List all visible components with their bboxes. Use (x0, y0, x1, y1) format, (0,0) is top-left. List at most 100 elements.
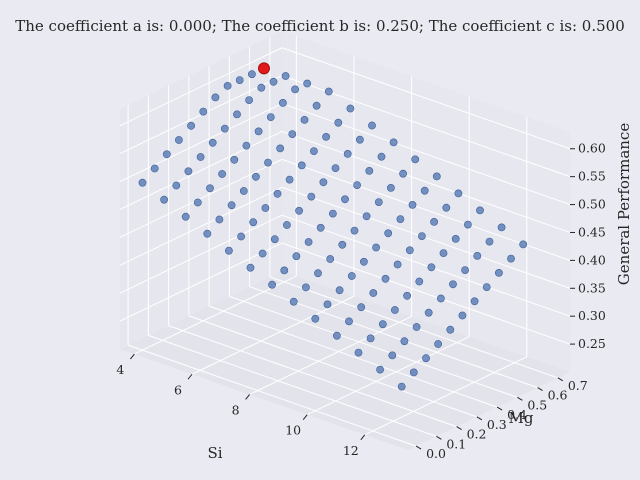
x-grid-floor (306, 336, 470, 416)
data-point (369, 289, 378, 297)
data-point (258, 249, 267, 258)
data-point (211, 93, 220, 102)
y-grid-floor (229, 295, 518, 398)
data-point (519, 240, 528, 249)
data-point (359, 257, 368, 266)
data-point (412, 323, 421, 331)
data-point (215, 215, 224, 224)
data-point (247, 70, 256, 79)
data-point (266, 113, 275, 121)
data-point (335, 286, 344, 295)
y-axis-label: Mg (509, 409, 534, 427)
data-point (482, 283, 491, 291)
data-point (295, 206, 303, 215)
data-point (291, 85, 299, 94)
data-point (346, 104, 355, 113)
data-point (314, 269, 322, 278)
data-point (289, 297, 298, 306)
data-point (384, 229, 393, 238)
highlight-point (258, 62, 270, 75)
data-point (376, 365, 384, 374)
x-grid-floor (249, 315, 412, 395)
data-point (341, 195, 349, 204)
data-point (242, 141, 251, 150)
data-point (343, 149, 352, 158)
data-point (338, 240, 347, 249)
x-tick-label: 10 (285, 423, 301, 438)
data-point (174, 136, 183, 144)
data-point (417, 232, 426, 240)
data-point (138, 178, 147, 187)
x-tick-mark (245, 394, 250, 400)
data-points (138, 62, 528, 391)
data-point (393, 260, 402, 269)
data-point (494, 268, 503, 277)
data-point (280, 266, 289, 275)
x-axis-label: Si (207, 444, 222, 462)
data-point (372, 243, 380, 252)
z-grid-back (281, 47, 571, 150)
data-point (324, 87, 333, 96)
z-tick-label: 0.35 (578, 280, 606, 295)
z-tick-label: 0.40 (578, 252, 606, 267)
data-point (261, 204, 270, 212)
data-point (354, 348, 363, 357)
data-point (476, 206, 484, 215)
data-point (235, 76, 244, 84)
y-tick-label: 0.6 (548, 388, 568, 403)
data-point (374, 198, 383, 206)
data-point (439, 249, 448, 257)
data-point (403, 291, 411, 300)
x-tick-mark (187, 373, 193, 380)
data-point (442, 203, 451, 212)
data-point (309, 147, 318, 155)
data-point (270, 235, 279, 244)
z-tick-label: 0.55 (578, 169, 606, 184)
data-point (193, 198, 202, 207)
data-point (245, 96, 253, 104)
data-point (458, 311, 467, 320)
tick-labels: 4 6 8 10 12 0.00.10.20.30.40.50.60.7 0.25 0.30 0… (116, 141, 605, 461)
data-point (434, 340, 442, 348)
data-point (268, 280, 276, 289)
data-point (430, 217, 438, 226)
data-point (199, 107, 208, 116)
z-grid-back (281, 186, 571, 289)
data-point (378, 320, 387, 329)
data-point (408, 200, 417, 209)
data-point (218, 170, 226, 178)
y-tick-mark (557, 377, 564, 382)
data-point (388, 351, 397, 360)
z-grid-left (119, 47, 283, 127)
data-point (196, 153, 205, 161)
z-axis-label: General Performance (615, 123, 633, 286)
y-grid-floor (188, 315, 478, 418)
data-point (350, 226, 359, 235)
data-point (276, 144, 285, 153)
data-point (347, 272, 356, 280)
data-point (497, 223, 506, 232)
data-point (281, 72, 290, 80)
data-point (368, 121, 376, 130)
data-point (301, 283, 310, 292)
data-point (470, 297, 479, 306)
data-point (273, 189, 282, 198)
y-tick-label: 0.2 (467, 427, 487, 442)
data-point (160, 195, 168, 204)
y-tick-label: 0.4 (507, 407, 527, 422)
data-point (461, 266, 469, 274)
x-grid-floor (191, 295, 355, 375)
data-point (319, 178, 328, 187)
data-point (463, 220, 472, 229)
data-point (264, 158, 272, 167)
data-point (353, 181, 361, 189)
data-point (432, 172, 441, 181)
z-grid-left (119, 242, 283, 322)
data-point (389, 138, 398, 147)
data-point (237, 232, 245, 241)
z-tick-label: 0.50 (578, 197, 606, 212)
data-point (436, 294, 445, 303)
x-tick-label: 4 (116, 362, 124, 377)
data-point (233, 110, 241, 119)
data-point (297, 161, 306, 170)
